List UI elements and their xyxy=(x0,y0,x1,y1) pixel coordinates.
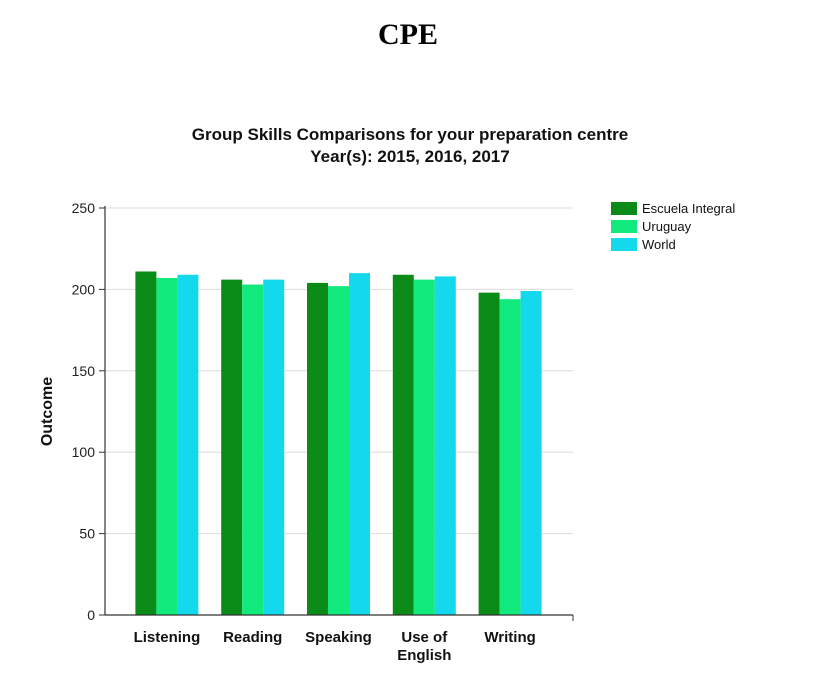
legend-label: Uruguay xyxy=(642,219,692,234)
bar-escuela-integral-1 xyxy=(221,279,243,615)
bar-world-2 xyxy=(349,273,370,615)
legend: Escuela Integral Uruguay World xyxy=(611,201,735,252)
y-tick-label: 250 xyxy=(72,200,96,216)
x-tick-label: Writing xyxy=(484,629,535,646)
x-tick-label: Use of English xyxy=(397,629,451,664)
y-tick-label: 100 xyxy=(72,444,96,460)
y-tick-label: 0 xyxy=(87,607,95,623)
bar-escuela-integral-2 xyxy=(307,282,328,615)
legend-swatch xyxy=(611,202,637,215)
bar-uruguay-0 xyxy=(156,278,178,615)
bar-uruguay-4 xyxy=(499,299,521,615)
bar-world-3 xyxy=(434,276,456,615)
x-tick-label: Reading xyxy=(223,629,282,646)
axes: Outcome xyxy=(39,206,574,621)
y-tick-label: 150 xyxy=(72,363,96,379)
bar-world-4 xyxy=(520,291,542,615)
chart-title-line-2: Year(s): 2015, 2016, 2017 xyxy=(310,147,510,166)
page-title: CPE xyxy=(378,18,438,51)
bars xyxy=(135,271,542,615)
legend-label: Escuela Integral xyxy=(642,201,735,216)
x-tick-label-line: Writing xyxy=(484,629,535,646)
x-tick-label-line: Listening xyxy=(134,629,201,646)
bar-escuela-integral-0 xyxy=(135,271,157,615)
legend-label: World xyxy=(642,237,676,252)
y-axis-title: Outcome xyxy=(39,377,56,446)
legend-swatch xyxy=(611,238,637,251)
x-tick-label-line: English xyxy=(397,647,451,664)
bar-uruguay-1 xyxy=(242,284,264,615)
bar-escuela-integral-3 xyxy=(392,274,414,615)
chart-title-line-1: Group Skills Comparisons for your prepar… xyxy=(191,125,629,144)
x-tick-label: Listening xyxy=(134,629,201,646)
chart-title: Group Skills Comparisons for your prepar… xyxy=(100,124,720,168)
bar-uruguay-3 xyxy=(413,279,435,615)
x-tick-label-line: Use of xyxy=(401,629,448,646)
bar-world-1 xyxy=(263,279,285,615)
y-ticks: 0 50 100 150 200 250 xyxy=(72,200,105,623)
y-tick-label: 50 xyxy=(79,526,95,542)
bar-uruguay-2 xyxy=(328,286,349,615)
x-tick-label-line: Reading xyxy=(223,629,282,646)
x-ticks: Listening Reading Speaking Use of English Wri… xyxy=(134,629,536,664)
y-tick-label: 200 xyxy=(72,281,96,297)
x-tick-label: Speaking xyxy=(305,629,372,646)
bar-escuela-integral-4 xyxy=(478,292,500,615)
legend-swatch xyxy=(611,220,637,233)
bar-world-0 xyxy=(177,274,199,615)
x-tick-label-line: Speaking xyxy=(305,629,372,646)
